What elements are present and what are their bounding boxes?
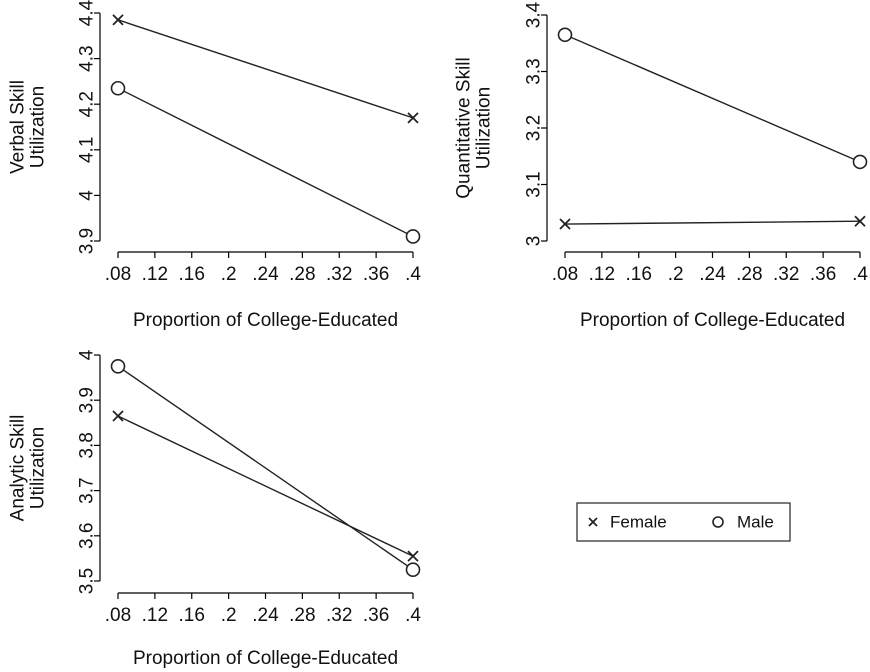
point-female-stroke-b: [112, 14, 124, 26]
y-tick-label: 3.4: [524, 1, 545, 28]
x-tick-label: .16: [179, 264, 205, 285]
series-line-female: [117, 415, 414, 557]
x-tick-label: .24: [252, 605, 279, 626]
point-male: [405, 229, 421, 244]
y-tick-label: 3.6: [77, 523, 98, 549]
point-female: [854, 215, 866, 227]
y-tick-label: 4.4: [77, 0, 98, 26]
y-tick-label: 3.9: [77, 228, 98, 254]
point-female-stroke-b: [112, 410, 124, 422]
point-female-stroke-b: [407, 550, 419, 562]
series-line-male: [564, 34, 861, 163]
x-tick-label: .32: [326, 605, 352, 626]
x-tick-label: .36: [810, 264, 836, 285]
point-female-stroke-b: [407, 112, 419, 124]
x-tick-label: .12: [589, 264, 615, 285]
x-tick-label: .08: [105, 264, 131, 285]
series-line-female: [564, 220, 861, 225]
x-tick-label: .16: [626, 264, 652, 285]
point-female: [112, 14, 124, 26]
y-tick-label: 3: [524, 236, 545, 247]
x-axis-title: Proportion of College-Educated: [133, 310, 398, 331]
x-tick-label: .24: [699, 264, 726, 285]
point-male: [110, 80, 126, 96]
y-tick-label: 3.7: [77, 477, 98, 503]
y-tick-label: 3.9: [77, 387, 98, 413]
point-female-stroke-b: [559, 218, 571, 230]
point-female: [407, 550, 419, 562]
x-tick-label: .36: [363, 264, 389, 285]
series-line-female: [117, 19, 414, 119]
series-line-male: [117, 87, 414, 238]
y-tick-label: 4.1: [77, 137, 98, 163]
x-tick-label: .28: [289, 264, 315, 285]
y-tick-label: 4.3: [77, 45, 98, 71]
x-tick-label: .4: [405, 264, 421, 285]
point-male: [110, 358, 126, 374]
y-tick-label: 3.2: [524, 115, 545, 141]
legend-box: [576, 502, 791, 542]
point-female: [559, 218, 571, 230]
x-tick-label: .2: [221, 264, 237, 285]
y-tick-label: 4.2: [77, 91, 98, 117]
panel-1: 3.9 4 4.1 4.2 4.3 4.4 .08 .12 .16 .2 .24 .28 .32 .36.…: [8, 0, 422, 331]
x-tick-label: .32: [326, 264, 352, 285]
x-axis-title: Proportion of College-Educated: [133, 648, 398, 669]
y-axis-title-line: Utilization: [474, 87, 495, 169]
legend-label-female: Female: [610, 513, 667, 532]
series-line-male: [117, 365, 414, 571]
x-tick-label: .36: [363, 605, 389, 626]
y-tick-label: 3.1: [524, 171, 545, 197]
panel-2: 3 3.1 3.2 3.3 3.4 .08 .12 .16 .2 .24 .28 .32 .36 .4 Pr…: [454, 1, 869, 331]
x-tick-label: .28: [289, 605, 315, 626]
y-tick-label: 4: [77, 349, 98, 360]
y-tick-label: 3.3: [524, 58, 545, 84]
panel-3: 3.5 3.6 3.7 3.8 3.9 4 .08 .12 .16 .2 .24 .28 .32 .36.…: [8, 349, 422, 669]
legend-marker-female: [588, 517, 598, 527]
y-axis-title-line: Verbal Skill: [8, 80, 29, 174]
x-tick-label: .28: [736, 264, 762, 285]
legend-marker-stroke: [588, 517, 598, 527]
legend-marker-male: [712, 516, 724, 528]
x-tick-label: .4: [405, 605, 421, 626]
x-tick-label: .24: [252, 264, 279, 285]
x-tick-label: .12: [142, 264, 168, 285]
x-tick-label: .2: [221, 605, 237, 626]
x-axis-title: Proportion of College-Educated: [580, 310, 845, 331]
x-tick-label: .08: [105, 605, 131, 626]
point-female-stroke-b: [854, 215, 866, 227]
x-tick-label: .12: [142, 605, 168, 626]
legend: Female Male: [576, 502, 791, 542]
y-axis-title-line: Quantitative Skill: [454, 57, 475, 199]
point-male: [852, 154, 868, 170]
point-female: [112, 410, 124, 422]
point-female: [407, 112, 419, 124]
y-axis-title-line: Utilization: [28, 427, 49, 509]
legend-label-male: Male: [737, 513, 774, 532]
x-tick-label: .16: [179, 605, 205, 626]
x-tick-label: .08: [552, 264, 578, 285]
x-tick-label: .2: [668, 264, 684, 285]
y-tick-label: 3.8: [77, 432, 98, 458]
point-male: [405, 562, 421, 578]
y-axis-title-line: Analytic Skill: [8, 415, 29, 522]
y-tick-label: 3.5: [77, 568, 98, 594]
point-male: [557, 27, 573, 43]
x-tick-label: .4: [852, 264, 868, 285]
y-axis-title-line: Utilization: [28, 86, 49, 168]
x-tick-label: .32: [773, 264, 799, 285]
y-tick-label: 4: [77, 190, 98, 201]
